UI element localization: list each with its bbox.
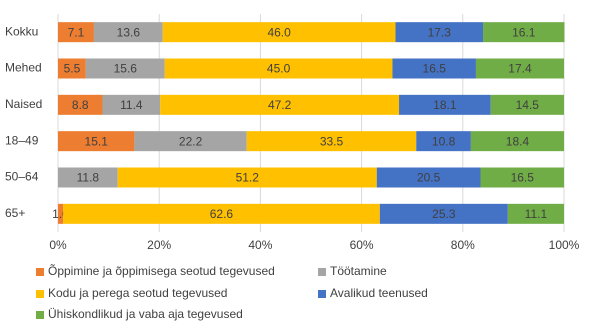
- data-label: 22.2: [179, 134, 203, 148]
- bar-segment: [134, 131, 247, 152]
- data-label: 17.4: [508, 62, 532, 76]
- data-label: 5.5: [64, 62, 81, 76]
- bar-segment: [162, 22, 396, 43]
- data-label: 51.2: [236, 171, 260, 185]
- x-tick-label: 60%: [350, 238, 374, 252]
- legend-label: Avalikud teenused: [330, 286, 428, 300]
- data-label: 46.0: [267, 25, 291, 39]
- x-tick-label: 40%: [248, 238, 272, 252]
- legend-marker: [36, 290, 44, 298]
- data-label: 13.6: [117, 25, 141, 39]
- bar-segment: [392, 58, 476, 79]
- bar-segment: [58, 203, 64, 224]
- bar-segment: [480, 167, 564, 188]
- bar-segment: [117, 167, 377, 188]
- legend-label: Töötamine: [330, 264, 387, 278]
- bar-segment: [507, 203, 564, 224]
- bar-segment: [490, 94, 564, 115]
- bar-segment: [475, 58, 564, 79]
- x-tick-label: 80%: [451, 238, 475, 252]
- bar-segment: [85, 58, 165, 79]
- bar-segment: [58, 58, 86, 79]
- bar-segment: [58, 131, 135, 152]
- data-label: 16.5: [511, 171, 535, 185]
- bar-segment: [399, 94, 491, 115]
- bar-segment: [246, 131, 417, 152]
- data-label: 15.6: [114, 62, 138, 76]
- data-label: 14.5: [516, 98, 540, 112]
- bar-segment: [470, 131, 564, 152]
- bar-segment: [416, 131, 471, 152]
- x-tick-label: 20%: [147, 238, 171, 252]
- bar-segment: [395, 22, 484, 43]
- bar-segment: [58, 22, 94, 43]
- data-label: 16.5: [423, 62, 447, 76]
- y-tick-label: 18–49: [5, 133, 39, 147]
- data-label: 15.1: [85, 134, 109, 148]
- bar-segment: [164, 58, 393, 79]
- legend-marker: [318, 268, 326, 276]
- data-label: 11.1: [525, 207, 548, 221]
- data-label: 47.2: [268, 98, 292, 112]
- bar-segment: [483, 22, 565, 43]
- data-label: 25.3: [432, 207, 456, 221]
- legend-marker: [36, 268, 44, 276]
- y-tick-label: Naised: [5, 97, 42, 111]
- bar-segment: [102, 94, 161, 115]
- data-label: 17.3: [428, 25, 452, 39]
- bar-segment: [379, 203, 508, 224]
- x-tick-label: 0%: [49, 238, 67, 252]
- data-label: 11.4: [120, 98, 143, 112]
- data-label: 10.8: [432, 134, 456, 148]
- data-label: 8.8: [72, 98, 89, 112]
- legend-label: Kodu ja perega seotud tegevused: [48, 286, 227, 300]
- data-label: 45.0: [267, 62, 291, 76]
- bar-segment: [58, 94, 103, 115]
- y-tick-label: Kokku: [5, 24, 38, 38]
- data-label: 20.5: [417, 171, 441, 185]
- y-tick-label: 65+: [5, 206, 25, 220]
- y-tick-label: Mehed: [5, 61, 42, 75]
- legend-marker: [318, 290, 326, 298]
- bar-segment: [160, 94, 400, 115]
- bar-segment: [93, 22, 163, 43]
- data-label: 33.5: [320, 134, 344, 148]
- legend-label: Ühiskondlikud ja vaba aja tegevused: [48, 307, 243, 321]
- bar-segment: [58, 167, 118, 188]
- data-label: 18.1: [433, 98, 457, 112]
- bar-segment: [63, 203, 380, 224]
- data-label: 62.6: [210, 207, 234, 221]
- data-label: 11.8: [77, 171, 100, 185]
- x-tick-label: 100%: [549, 238, 580, 252]
- bar-segment: [376, 167, 481, 188]
- y-tick-label: 50–64: [5, 170, 39, 184]
- legend-marker: [36, 311, 44, 319]
- legend-label: Õppimine ja õppimisega seotud tegevused: [48, 263, 275, 278]
- data-label: 16.1: [512, 25, 536, 39]
- data-label: 18.4: [506, 134, 530, 148]
- data-label: 7.1: [68, 25, 85, 39]
